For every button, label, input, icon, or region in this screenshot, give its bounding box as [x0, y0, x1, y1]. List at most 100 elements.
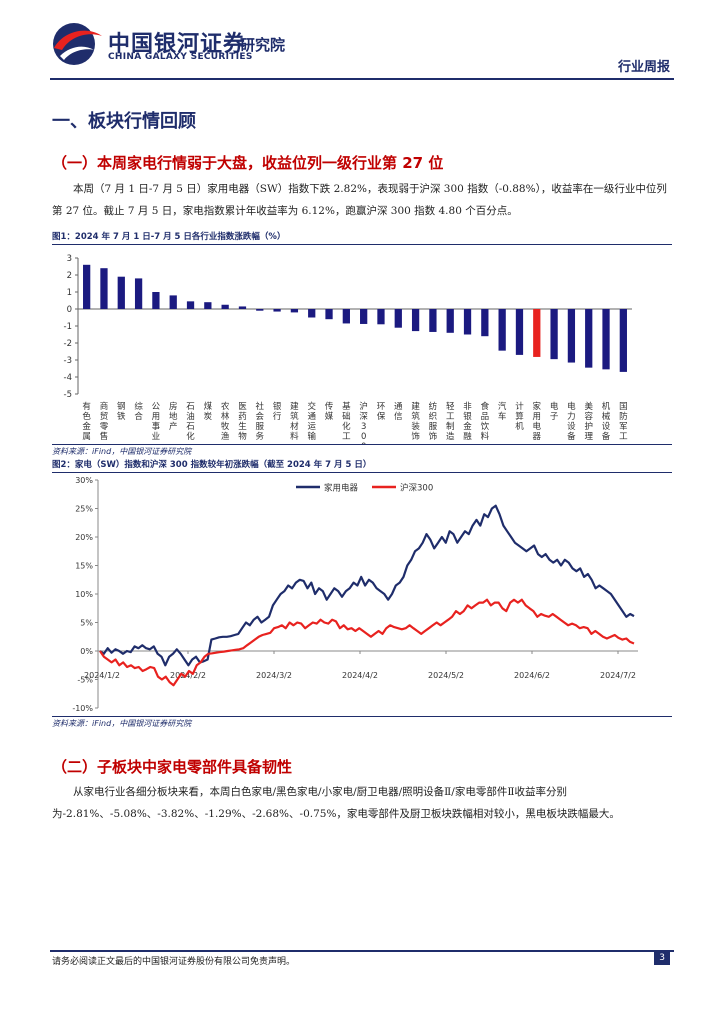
bar-公用事业 — [152, 292, 160, 309]
x-category-label: 计算机 — [515, 401, 524, 432]
y-tick-label: 2 — [67, 271, 72, 281]
x-category-label: 家用电器 — [533, 401, 542, 442]
bar-煤炭 — [204, 302, 212, 309]
bar-社会服务 — [256, 309, 264, 311]
y-tick-label: 1 — [67, 288, 72, 298]
figure-1-source: 资料来源：iFind，中国银河证券研究院 — [52, 447, 192, 456]
bar-电力设备 — [567, 309, 576, 363]
bar-建筑装饰 — [411, 309, 420, 332]
y-tick-label: 20% — [75, 533, 93, 542]
section-title: 一、板块行情回顾 — [52, 111, 196, 132]
page-number: 3 — [654, 951, 670, 965]
bar-机械设备 — [602, 309, 610, 370]
x-category-label: 沪深300 — [359, 401, 368, 444]
brand-name-en: CHINA GALAXY SECURITIES — [108, 52, 253, 62]
bar-国防军工 — [619, 309, 627, 372]
galaxy-logo-icon — [53, 23, 102, 65]
figure-2-divider — [52, 716, 672, 717]
y-tick-label: -1 — [64, 322, 72, 332]
x-category-label: 农林牧渔 — [221, 401, 230, 442]
x-category-label: 煤炭 — [204, 401, 213, 422]
y-tick-label: -10% — [72, 704, 93, 713]
x-category-label: 建筑材料 — [290, 401, 299, 442]
bar-商贸零售 — [100, 268, 108, 309]
legend-label: 家用电器 — [324, 483, 359, 494]
figure-1-divider — [52, 444, 672, 445]
header-divider — [50, 78, 674, 80]
x-category-label: 石油石化 — [186, 402, 195, 442]
x-category-label: 钢铁 — [117, 401, 126, 422]
x-category-label: 非银金融 — [463, 401, 472, 442]
x-tick-label: 2024/3/2 — [256, 671, 292, 680]
bar-医药生物 — [238, 306, 247, 309]
y-tick-label: -5 — [64, 390, 72, 400]
bar-纺织服饰 — [429, 309, 437, 332]
bar-环保 — [377, 309, 385, 325]
bar-计算机 — [515, 309, 524, 355]
bar-交通运输 — [308, 309, 316, 318]
bar-传媒 — [325, 309, 333, 320]
x-category-label: 综合 — [134, 401, 143, 422]
y-tick-label: 5% — [80, 619, 93, 628]
paragraph-2-text: 从家电行业各细分板块来看，本周白色家电/黑色家电/小家电/厨卫电器/照明设备Ⅱ/… — [52, 786, 620, 820]
x-category-label: 食品饮料 — [481, 401, 490, 442]
x-category-label: 环保 — [377, 402, 386, 422]
brand-institute: 研究院 — [240, 36, 286, 54]
x-category-label: 美容护理 — [584, 401, 593, 442]
bar-非银金融 — [463, 309, 472, 335]
subsection-title-2: （二）子板块中家电零部件具备韧性 — [52, 758, 293, 776]
x-tick-label: 2024/4/2 — [342, 671, 378, 680]
x-category-label: 有色金属 — [82, 401, 91, 442]
y-tick-label: 10% — [75, 590, 93, 599]
x-category-label: 基础化工 — [342, 401, 351, 442]
x-category-label: 交通运输 — [307, 401, 316, 442]
industry-bar-chart: 3 2 1 0 -1 -2 -3 -4 -5 有色金属商贸零售钢铁综合公用事业房地产石油石化煤炭农… — [64, 254, 632, 444]
x-tick-label: 2024/5/2 — [428, 671, 464, 680]
bar-轻工制造 — [446, 309, 454, 333]
legend-label: 沪深300 — [400, 483, 433, 494]
report-type: 行业周报 — [617, 60, 670, 75]
paragraph-1-text: 本周（7 月 1 日-7 月 5 日）家用电器（SW）指数下跌 2.82%，表现… — [52, 183, 667, 217]
y-tick-label: 15% — [75, 562, 93, 571]
y-tick-label: 25% — [75, 505, 93, 514]
x-category-label: 医药生物 — [238, 402, 247, 442]
figure-2-title: 图2：家电（SW）指数和沪深 300 指数较年初涨跌幅（截至 2024 年 7 … — [52, 458, 672, 473]
x-category-label: 房地产 — [169, 401, 178, 432]
footer-divider — [50, 950, 674, 952]
figure-1-title: 图1：2024 年 7 月 1 日-7 月 5 日各行业指数涨跌幅（%） — [52, 230, 672, 245]
x-category-label: 纺织服饰 — [429, 401, 438, 442]
x-category-label: 社会服务 — [256, 401, 265, 442]
paragraph-1: 本周（7 月 1 日-7 月 5 日）家用电器（SW）指数下跌 2.82%，表现… — [52, 178, 672, 222]
subsection-title-1: （一）本周家电行情弱于大盘，收益位列一级行业第 27 位 — [52, 154, 444, 172]
x-category-label: 电力设备 — [567, 401, 576, 442]
x-category-label: 传媒 — [325, 401, 334, 422]
x-tick-label: 2024/2/2 — [170, 671, 206, 680]
x-category-label: 轻工制造 — [446, 401, 455, 442]
y-tick-label: 30% — [75, 476, 93, 485]
series-line-沪深300 — [99, 598, 635, 687]
x-category-label: 建筑装饰 — [411, 401, 420, 442]
bar-沪深300 — [360, 309, 368, 324]
bar-银行 — [273, 309, 281, 312]
y-tick-label: -5% — [77, 676, 93, 685]
x-category-label: 汽车 — [498, 401, 507, 422]
paragraph-2: 从家电行业各细分板块来看，本周白色家电/黑色家电/小家电/厨卫电器/照明设备Ⅱ/… — [52, 781, 672, 825]
bar-美容护理 — [585, 309, 593, 368]
bar-基础化工 — [342, 309, 350, 324]
y-tick-label: 0% — [80, 647, 93, 656]
x-category-label: 公用事业 — [152, 402, 161, 442]
y-tick-label: -3 — [64, 356, 72, 366]
x-tick-label: 2024/7/2 — [600, 671, 636, 680]
y-tick-label: -2 — [64, 339, 72, 349]
bar-综合 — [134, 278, 143, 309]
figure-2-source: 资料来源：iFind，中国银河证券研究院 — [52, 719, 192, 728]
footer-disclaimer: 请务必阅读正文最后的中国银河证券股份有限公司免责声明。 — [52, 957, 296, 967]
bar-钢铁 — [117, 276, 125, 309]
x-category-label: 电子 — [550, 401, 559, 422]
x-tick-label: 2024/1/2 — [84, 671, 120, 680]
x-category-label: 国防军工 — [619, 402, 628, 442]
bar-农林牧渔 — [221, 304, 229, 309]
y-tick-label: 0 — [67, 305, 72, 315]
index-line-chart: 30% 25% 20% 15% 10% 5% 0% -5% -10% 2024/1/2 2024/2… — [72, 476, 638, 713]
bar-建筑材料 — [290, 309, 299, 313]
